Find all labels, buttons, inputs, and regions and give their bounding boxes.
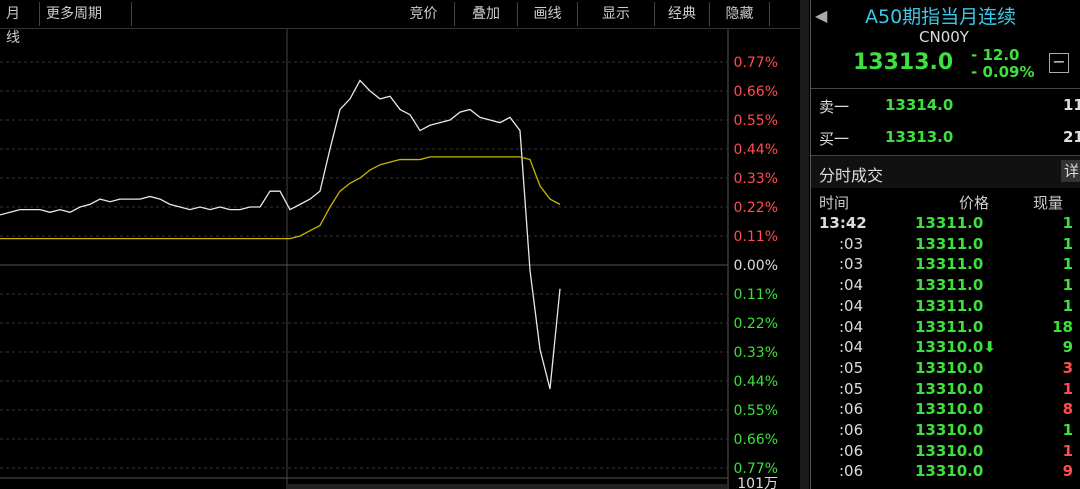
tick-time: :04	[839, 296, 864, 315]
tick-qty: 9	[1062, 462, 1073, 481]
tick-price: 13310.0⬇	[915, 338, 996, 357]
tick-time: :05	[839, 379, 864, 398]
toolbar-button[interactable]: 更多周期	[40, 2, 132, 26]
ask-price: 13314.0	[885, 96, 954, 114]
code: CN00Y	[919, 28, 969, 46]
tick-time: :04	[839, 338, 864, 357]
tick-time: :03	[839, 234, 864, 253]
column-header: 时间	[819, 194, 850, 212]
y-tick-label: 0.22%	[734, 200, 778, 216]
toolbar-button[interactable]: 显示	[578, 2, 655, 26]
tick-time: :06	[839, 421, 864, 439]
toolbar-button[interactable]: 经典	[655, 2, 710, 26]
ask-qty: 11	[1063, 96, 1080, 114]
detail[interactable]: 详	[1061, 160, 1080, 182]
tick-time: :06	[839, 441, 864, 460]
ticks-title: 分时成交	[819, 166, 884, 185]
prev[interactable]: ◀	[815, 6, 828, 25]
tick-qty: 1	[1062, 214, 1073, 232]
tick-price: 13310.0	[915, 379, 984, 398]
tick-qty: 1	[1062, 441, 1073, 460]
tick-time: :04	[839, 276, 864, 295]
tick-qty: 1	[1062, 296, 1073, 315]
change-pct: - 0.09%	[971, 63, 1035, 81]
tick-price: 13310.0	[915, 400, 984, 419]
chart: 0.77% 0.66% 0.55% 0.44% 0.33% 0.22% 0.11% 0.00%…	[0, 29, 778, 489]
toolbar-button[interactable]: 叠加	[455, 2, 518, 26]
volume-bar	[287, 484, 727, 489]
toolbar-button[interactable]: 月线	[0, 2, 40, 46]
price-line	[0, 79, 561, 390]
tick-time: :03	[839, 255, 864, 274]
y-tick-label: 0.44%	[734, 142, 778, 158]
tick-price: 13311.0	[915, 296, 984, 315]
bid-price: 13313.0	[885, 128, 954, 146]
price: 13313.0	[853, 50, 954, 75]
tick-time: 13:42	[819, 214, 867, 232]
bid-label: 买一	[819, 130, 850, 148]
tick-price: 13310.0	[915, 441, 984, 460]
toolbar-button[interactable]: 竞价	[393, 2, 455, 26]
y-tick-label: 0.33%	[734, 171, 778, 187]
tick-qty: 1	[1062, 234, 1073, 253]
y-tick-label: 0.77%	[734, 55, 778, 71]
collapse[interactable]: −	[1049, 53, 1069, 73]
tick-price: 13311.0	[915, 214, 984, 232]
y-tick-label: 0.77%	[734, 461, 778, 477]
scrollbar[interactable]	[800, 0, 809, 489]
price-line	[0, 156, 561, 240]
tick-price: 13311.0	[915, 317, 984, 336]
y-tick-label: 0.11%	[734, 229, 778, 245]
tick-qty: 3	[1062, 358, 1073, 377]
tick-price: 13310.0	[915, 421, 984, 439]
tick-price: 13310.0	[915, 462, 984, 481]
tick-qty: 1	[1062, 276, 1073, 295]
tick-qty: 1	[1062, 255, 1073, 274]
y-tick-label: 0.33%	[734, 345, 778, 361]
y-tick-label: 0.44%	[734, 374, 778, 390]
tick-price: 13311.0	[915, 276, 984, 295]
y-tick-label: 0.66%	[734, 432, 778, 448]
column-header: 现量	[1033, 194, 1064, 212]
toolbar: 月线 更多周期 竞价 叠加 画线 显示 经典 隐藏	[0, 0, 800, 46]
tick-qty: 1	[1062, 421, 1073, 439]
tick-price: 13310.0	[915, 358, 984, 377]
tick-qty: 1	[1062, 379, 1073, 398]
ask-label: 卖一	[819, 98, 850, 116]
y-tick-label: 0.66%	[734, 84, 778, 100]
title: A50期指当月连续	[865, 6, 1017, 28]
tick-price: 13311.0	[915, 234, 984, 253]
tick-time: :05	[839, 358, 864, 377]
tick-qty: 8	[1062, 400, 1073, 419]
y-tick-label: 0.11%	[734, 287, 778, 303]
quote-panel: ◀ A50期指当月连续 CN00Y 13313.0 - 12.0 - 0.09%…	[810, 0, 1080, 489]
y-tick-label: 0.55%	[734, 113, 778, 129]
y-tick-label: 0.55%	[734, 403, 778, 419]
toolbar-button[interactable]: 隐藏	[710, 2, 770, 26]
tick-time: :04	[839, 317, 864, 336]
y-tick-label: 0.00%	[734, 258, 778, 274]
bid-qty: 21	[1063, 128, 1080, 146]
tick-qty: 18	[1052, 317, 1073, 336]
tick-time: :06	[839, 400, 864, 419]
toolbar-button[interactable]: 画线	[518, 2, 578, 26]
y-tick-label: 0.22%	[734, 316, 778, 332]
column-header: 价格	[959, 194, 990, 212]
tick-time: :06	[839, 462, 864, 481]
tick-price: 13311.0	[915, 255, 984, 274]
change: - 12.0	[971, 46, 1020, 64]
tick-qty: 9	[1062, 338, 1073, 357]
volume-label: 101万	[737, 476, 778, 489]
